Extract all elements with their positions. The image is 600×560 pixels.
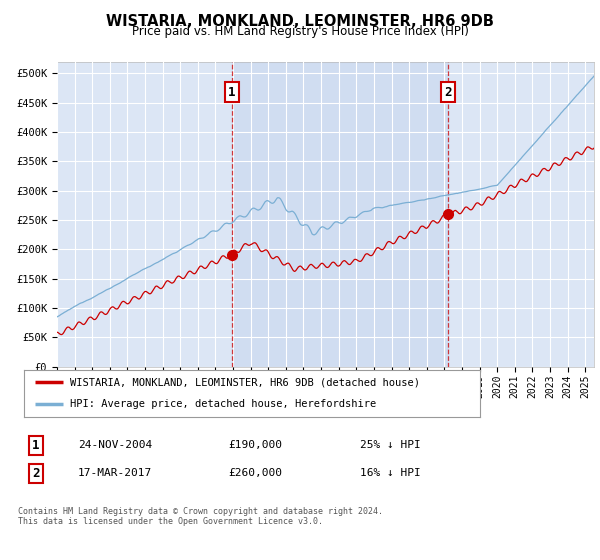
- Text: WISTARIA, MONKLAND, LEOMINSTER, HR6 9DB (detached house): WISTARIA, MONKLAND, LEOMINSTER, HR6 9DB …: [70, 377, 419, 388]
- Text: WISTARIA, MONKLAND, LEOMINSTER, HR6 9DB: WISTARIA, MONKLAND, LEOMINSTER, HR6 9DB: [106, 14, 494, 29]
- Bar: [232, 62, 448, 367]
- Text: 24-NOV-2004: 24-NOV-2004: [78, 440, 152, 450]
- Text: 2: 2: [444, 86, 452, 99]
- Text: £190,000: £190,000: [228, 440, 282, 450]
- Text: 16% ↓ HPI: 16% ↓ HPI: [360, 468, 421, 478]
- Text: 17-MAR-2017: 17-MAR-2017: [78, 468, 152, 478]
- Text: HPI: Average price, detached house, Herefordshire: HPI: Average price, detached house, Here…: [70, 399, 376, 409]
- Text: 2: 2: [32, 466, 40, 480]
- Text: Price paid vs. HM Land Registry's House Price Index (HPI): Price paid vs. HM Land Registry's House …: [131, 25, 469, 38]
- Text: 1: 1: [228, 86, 235, 99]
- Text: 25% ↓ HPI: 25% ↓ HPI: [360, 440, 421, 450]
- Text: 1: 1: [32, 438, 40, 452]
- Text: Contains HM Land Registry data © Crown copyright and database right 2024.
This d: Contains HM Land Registry data © Crown c…: [18, 507, 383, 526]
- Text: £260,000: £260,000: [228, 468, 282, 478]
